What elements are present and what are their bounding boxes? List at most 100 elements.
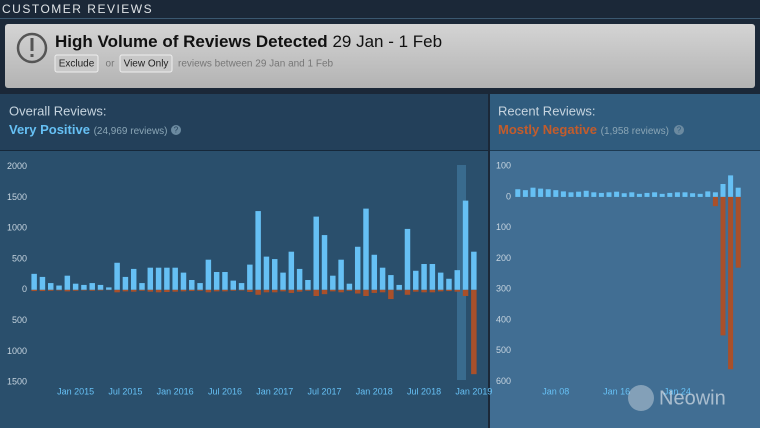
or-text: or <box>106 59 116 70</box>
bar <box>712 196 718 207</box>
bar <box>379 267 386 290</box>
bar <box>81 289 87 291</box>
bar <box>371 254 378 290</box>
bar <box>255 289 261 295</box>
bar <box>48 289 54 291</box>
y-tick-label: 0 <box>22 284 27 294</box>
bar <box>338 259 344 290</box>
bar <box>31 273 37 290</box>
bar <box>720 196 726 336</box>
bar <box>39 276 46 290</box>
bar <box>371 289 378 293</box>
bar <box>446 278 452 290</box>
selection-highlight <box>457 165 466 380</box>
bar <box>530 187 536 197</box>
bar <box>629 192 635 197</box>
bar <box>213 289 220 292</box>
banner <box>5 24 755 88</box>
banner-dates: 29 Jan - 1 Feb <box>332 32 442 51</box>
bar <box>272 289 278 293</box>
recent-count: (1,958 reviews) <box>601 126 669 137</box>
bar <box>189 289 195 292</box>
bar <box>263 256 270 290</box>
bar <box>122 289 129 292</box>
exclude-label[interactable]: Exclude <box>59 59 95 70</box>
x-tick-label: Jul 2018 <box>407 386 441 396</box>
x-tick-label: Jan 08 <box>542 386 569 396</box>
view-only-label[interactable]: View Only <box>124 59 169 70</box>
bar <box>388 275 394 290</box>
bar <box>720 184 726 197</box>
bar <box>614 191 620 197</box>
bar <box>515 189 521 197</box>
recent-label: Recent Reviews: <box>498 103 596 118</box>
bar <box>659 193 665 197</box>
bar <box>205 289 212 293</box>
recent-rating: Mostly Negative <box>498 122 597 137</box>
bar <box>379 289 386 293</box>
x-tick-label: Jan 24 <box>664 386 691 396</box>
bar <box>560 191 566 197</box>
bar <box>72 283 79 290</box>
warning-icon-bar <box>30 38 34 51</box>
y-tick-label: 0 <box>506 191 511 201</box>
bar <box>288 289 295 293</box>
bar <box>313 289 319 296</box>
bar <box>247 289 253 292</box>
bar <box>697 193 703 197</box>
bar <box>130 289 137 292</box>
bar <box>180 289 187 292</box>
help-mark[interactable]: ? <box>677 126 682 135</box>
header-title: CUSTOMER REVIEWS <box>2 2 153 16</box>
bar <box>222 272 228 290</box>
help-mark[interactable]: ? <box>174 126 179 135</box>
bar <box>72 289 79 291</box>
y-tick-label: 1500 <box>7 377 27 387</box>
bar <box>437 272 444 290</box>
bar <box>354 246 361 290</box>
bar <box>471 251 477 290</box>
bar <box>106 287 112 290</box>
y-tick-label: 1500 <box>7 192 27 202</box>
bar <box>667 192 673 197</box>
bar <box>64 289 71 292</box>
overall-count: (24,969 reviews) <box>94 126 168 137</box>
bar <box>454 270 460 290</box>
help-icon[interactable] <box>171 125 181 135</box>
help-icon[interactable] <box>674 125 684 135</box>
bar <box>147 267 154 290</box>
bar <box>222 289 228 292</box>
bar <box>421 264 427 290</box>
x-tick-label: Jul 2017 <box>308 386 342 396</box>
bar <box>172 289 178 292</box>
bar <box>64 275 71 290</box>
bar <box>583 190 589 197</box>
bar <box>354 289 361 294</box>
bar <box>114 262 120 290</box>
overall-summary: Very Positive (24,969 reviews) <box>9 122 168 137</box>
x-tick-label: Jul 2015 <box>108 386 142 396</box>
bar <box>189 280 195 290</box>
bar <box>346 289 353 291</box>
bar <box>674 192 680 197</box>
bar <box>363 208 369 290</box>
view-only-button[interactable] <box>119 54 173 73</box>
bar <box>682 192 688 197</box>
bar <box>388 289 394 300</box>
bar <box>164 267 170 290</box>
exclude-button[interactable] <box>54 54 99 73</box>
bar <box>122 276 129 290</box>
bar <box>330 275 336 290</box>
bar <box>147 289 154 292</box>
bar <box>591 192 597 197</box>
bar <box>296 289 303 292</box>
overall-rating: Very Positive <box>9 122 90 137</box>
bar <box>56 285 62 290</box>
bar <box>31 289 37 292</box>
bar <box>139 283 145 290</box>
bar <box>429 289 436 293</box>
warning-icon-dot <box>30 54 34 57</box>
bar <box>712 192 718 197</box>
bar <box>155 267 162 290</box>
